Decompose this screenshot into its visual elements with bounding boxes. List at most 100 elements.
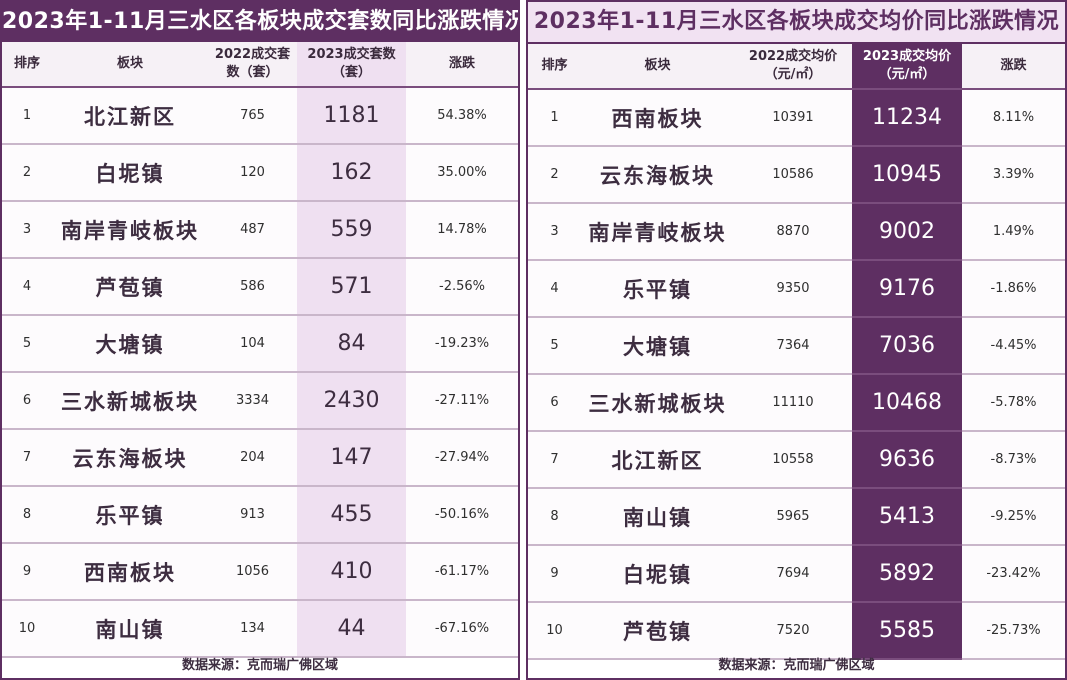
cell-2023-value: 571 [297, 258, 406, 316]
units-table-row: 2 白坭镇 120 162 35.00% [2, 144, 518, 202]
cell-block-name: 云东海板块 [581, 146, 734, 204]
cell-change: 54.38% [406, 87, 518, 145]
price-table: 排序 板块 2022成交均价 （元/㎡） 2023成交均价 （元/㎡） 涨跌 1 西南… [528, 44, 1065, 660]
cell-2023-value: 44 [297, 600, 406, 658]
price-table-row: 6 三水新城板块 11110 10468 -5.78% [528, 374, 1065, 432]
price-table-row: 3 南岸青岐板块 8870 9002 1.49% [528, 203, 1065, 261]
cell-2022-value: 765 [208, 87, 297, 145]
cell-rank: 4 [2, 258, 52, 316]
cell-block-name: 北江新区 [581, 431, 734, 489]
cell-2022-value: 10558 [734, 431, 852, 489]
cell-2023-value: 11234 [852, 89, 962, 147]
price-table-header-row: 排序 板块 2022成交均价 （元/㎡） 2023成交均价 （元/㎡） 涨跌 [528, 44, 1065, 90]
cell-rank: 1 [528, 89, 581, 147]
cell-2022-value: 7694 [734, 545, 852, 603]
cell-block-name: 芦苞镇 [52, 258, 208, 316]
header-2022-units: 2022成交套 数（套） [208, 42, 297, 88]
units-table-row: 7 云东海板块 204 147 -27.94% [2, 429, 518, 487]
cell-change: -23.42% [962, 545, 1065, 603]
cell-rank: 8 [528, 488, 581, 546]
cell-block-name: 北江新区 [52, 87, 208, 145]
cell-2023-value: 9002 [852, 203, 962, 261]
header-2023-units: 2023成交套数 （套） [297, 42, 406, 88]
cell-rank: 3 [2, 201, 52, 259]
cell-change: -5.78% [962, 374, 1065, 432]
header-rank: 排序 [2, 42, 52, 88]
cell-2022-value: 10391 [734, 89, 852, 147]
units-table-row: 9 西南板块 1056 410 -61.17% [2, 543, 518, 601]
cell-block-name: 乐平镇 [52, 486, 208, 544]
cell-2023-value: 2430 [297, 372, 406, 430]
cell-change: -9.25% [962, 488, 1065, 546]
header-2022-price: 2022成交均价 （元/㎡） [734, 44, 852, 90]
cell-change: -8.73% [962, 431, 1065, 489]
cell-2023-value: 410 [297, 543, 406, 601]
cell-block-name: 南山镇 [581, 488, 734, 546]
units-table-row: 1 北江新区 765 1181 54.38% [2, 87, 518, 145]
cell-2023-value: 5585 [852, 602, 962, 660]
cell-rank: 5 [2, 315, 52, 373]
cell-2023-value: 10945 [852, 146, 962, 204]
cell-2023-value: 7036 [852, 317, 962, 375]
cell-rank: 2 [528, 146, 581, 204]
cell-block-name: 云东海板块 [52, 429, 208, 487]
cell-rank: 8 [2, 486, 52, 544]
cell-rank: 7 [528, 431, 581, 489]
cell-2022-value: 913 [208, 486, 297, 544]
price-table-row: 4 乐平镇 9350 9176 -1.86% [528, 260, 1065, 318]
cell-block-name: 乐平镇 [581, 260, 734, 318]
units-table-row: 5 大塘镇 104 84 -19.23% [2, 315, 518, 373]
cell-block-name: 大塘镇 [581, 317, 734, 375]
cell-block-name: 芦苞镇 [581, 602, 734, 660]
cell-rank: 9 [2, 543, 52, 601]
units-table-title: 2023年1-11月三水区各板块成交套数同比涨跌情况 [2, 2, 518, 42]
price-table-title: 2023年1-11月三水区各板块成交均价同比涨跌情况 [528, 2, 1065, 44]
cell-2022-value: 3334 [208, 372, 297, 430]
cell-rank: 5 [528, 317, 581, 375]
cell-2023-value: 84 [297, 315, 406, 373]
units-table-row: 3 南岸青岐板块 487 559 14.78% [2, 201, 518, 259]
units-table-body: 1 北江新区 765 1181 54.38% 2 白坭镇 120 162 35.00% 3 南岸青岐板… [2, 87, 518, 658]
cell-2022-value: 1056 [208, 543, 297, 601]
cell-change: 1.49% [962, 203, 1065, 261]
cell-change: 3.39% [962, 146, 1065, 204]
cell-block-name: 南岸青岐板块 [52, 201, 208, 259]
cell-2023-value: 162 [297, 144, 406, 202]
cell-change: -2.56% [406, 258, 518, 316]
price-table-row: 8 南山镇 5965 5413 -9.25% [528, 488, 1065, 546]
header-block: 板块 [581, 44, 734, 90]
cell-2023-value: 455 [297, 486, 406, 544]
price-table-row: 2 云东海板块 10586 10945 3.39% [528, 146, 1065, 204]
cell-2023-value: 5413 [852, 488, 962, 546]
cell-block-name: 三水新城板块 [581, 374, 734, 432]
cell-block-name: 三水新城板块 [52, 372, 208, 430]
cell-change: -27.94% [406, 429, 518, 487]
units-table-row: 6 三水新城板块 3334 2430 -27.11% [2, 372, 518, 430]
cell-rank: 10 [528, 602, 581, 660]
cell-2022-value: 487 [208, 201, 297, 259]
cell-change: -19.23% [406, 315, 518, 373]
cell-block-name: 大塘镇 [52, 315, 208, 373]
header-2023-price: 2023成交均价 （元/㎡） [852, 44, 962, 90]
cell-2022-value: 11110 [734, 374, 852, 432]
cell-2022-value: 10586 [734, 146, 852, 204]
header-change: 涨跌 [962, 44, 1065, 90]
cell-block-name: 白坭镇 [52, 144, 208, 202]
cell-change: -4.45% [962, 317, 1065, 375]
cell-block-name: 南山镇 [52, 600, 208, 658]
cell-change: 14.78% [406, 201, 518, 259]
cell-2023-value: 147 [297, 429, 406, 487]
cell-change: -67.16% [406, 600, 518, 658]
cell-block-name: 西南板块 [581, 89, 734, 147]
cell-block-name: 南岸青岐板块 [581, 203, 734, 261]
cell-rank: 9 [528, 545, 581, 603]
cell-rank: 1 [2, 87, 52, 145]
cell-change: -1.86% [962, 260, 1065, 318]
cell-block-name: 西南板块 [52, 543, 208, 601]
cell-rank: 4 [528, 260, 581, 318]
header-change: 涨跌 [406, 42, 518, 88]
units-table: 排序 板块 2022成交套 数（套） 2023成交套数 （套） 涨跌 1 北江新区 76… [2, 42, 518, 658]
header-block: 板块 [52, 42, 208, 88]
cell-rank: 6 [2, 372, 52, 430]
units-table-row: 4 芦苞镇 586 571 -2.56% [2, 258, 518, 316]
